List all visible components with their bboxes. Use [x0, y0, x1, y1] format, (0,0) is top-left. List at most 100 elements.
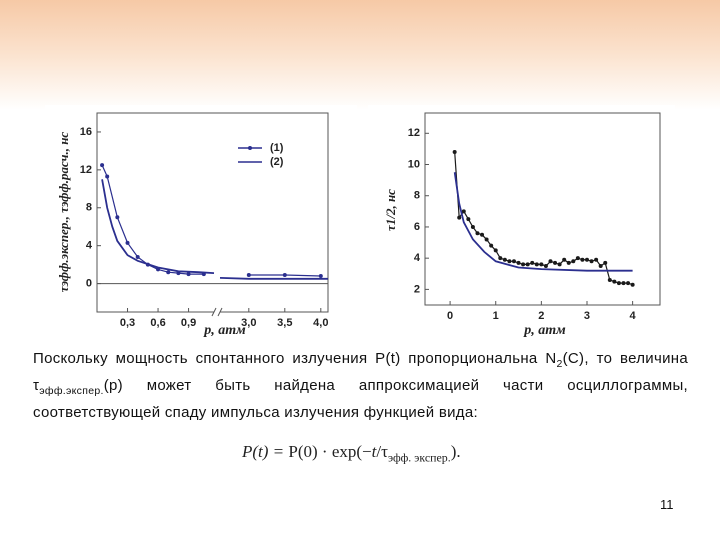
page-number: 11 [660, 497, 674, 512]
data-point [470, 224, 475, 229]
y-axis-label: τэфф.экспер., τэфф.расч., нс [56, 132, 71, 293]
data-point [484, 237, 489, 242]
legend-label: (1) [270, 142, 284, 154]
y-tick-label: 4 [414, 252, 421, 264]
text: (С), то величина τ [33, 350, 688, 394]
data-point [166, 270, 171, 275]
data-point [282, 273, 287, 278]
x-axis-label: p, атм [523, 323, 566, 338]
y-tick-label: 4 [86, 240, 93, 252]
x-tick-label: 0,3 [120, 317, 135, 329]
data-point [135, 255, 140, 260]
data-point [525, 262, 530, 267]
axis-break [214, 308, 220, 316]
data-point [575, 256, 580, 261]
y-tick-label: 8 [414, 190, 420, 202]
axis-break [211, 307, 223, 317]
data-point [186, 272, 191, 277]
x-tick-label: 1 [493, 310, 499, 322]
y-tick-label: 10 [408, 158, 420, 170]
data-point [318, 273, 323, 278]
data-point [543, 263, 548, 268]
data-point [626, 281, 631, 286]
data-point [594, 257, 599, 262]
data-point [616, 281, 621, 286]
y-tick-label: 12 [408, 127, 420, 139]
data-point [589, 259, 594, 264]
y-axis-label: τ1/2, нс [383, 189, 398, 231]
y-tick-label: 6 [414, 221, 420, 233]
data-point [566, 260, 571, 265]
data-point [603, 260, 608, 265]
data-point [115, 215, 120, 220]
text: /τ [376, 442, 388, 461]
y-tick-label: 8 [86, 202, 92, 214]
text: ). [450, 442, 461, 461]
data-point [516, 260, 521, 265]
text: t [371, 442, 377, 461]
data-point [598, 263, 603, 268]
data-point [475, 231, 480, 236]
data-point [246, 273, 251, 278]
series-line [101, 179, 328, 280]
data-point [502, 257, 507, 262]
data-point [580, 257, 585, 262]
y-tick-label: 16 [80, 126, 92, 138]
data-point [584, 257, 589, 262]
legend-label: (2) [270, 156, 284, 168]
data-point [630, 282, 635, 287]
x-tick-label: 0,6 [150, 317, 165, 329]
x-tick-label: 2 [538, 310, 544, 322]
x-tick-label: 3 [584, 310, 590, 322]
data-point [480, 232, 485, 237]
x-tick-label: 0,9 [181, 317, 196, 329]
header-band [0, 0, 720, 110]
x-tick-label: 4,0 [313, 317, 328, 329]
data-point [493, 248, 498, 253]
data-point [461, 209, 466, 214]
data-point [612, 279, 617, 284]
data-point [521, 262, 526, 267]
plot-frame [96, 112, 329, 313]
series-line [453, 172, 633, 272]
legend-marker [248, 146, 252, 150]
data-point [534, 262, 539, 267]
data-point [498, 256, 503, 261]
y-tick-label: 2 [414, 283, 420, 295]
data-point [100, 163, 105, 168]
data-point [553, 260, 558, 265]
data-point [562, 257, 567, 262]
data-point [125, 240, 130, 245]
data-point [452, 150, 457, 155]
data-point [548, 259, 553, 264]
data-point [507, 259, 512, 264]
x-tick-label: 3,0 [241, 317, 256, 329]
text: P(0) · exp(− [288, 442, 372, 461]
data-point [466, 217, 471, 222]
formula: P(t) = P(0) · exp(−t/τэфф. экспер.). [242, 442, 461, 465]
plot-frame [424, 112, 661, 306]
x-axis-label: p, атм [203, 323, 246, 338]
data-point [511, 259, 516, 264]
x-tick-label: 3,5 [277, 317, 292, 329]
x-tick-label: 4 [630, 310, 637, 322]
text: Поскольку мощность спонтанного излучения… [33, 350, 557, 367]
text: P(t) = [242, 442, 289, 461]
data-point [557, 262, 562, 267]
paragraph: Поскольку мощность спонтанного излучения… [33, 348, 688, 424]
y-tick-label: 12 [80, 164, 92, 176]
data-point [539, 262, 544, 267]
data-point [621, 281, 626, 286]
data-point [457, 215, 462, 220]
subscript: эфф. экспер. [387, 450, 451, 465]
chart-panel [45, 105, 357, 345]
data-point [571, 259, 576, 264]
data-point [530, 260, 535, 265]
text: (p) может быть найдена аппроксимацией ча… [33, 377, 688, 421]
series-line [454, 151, 633, 286]
subscript: 2 [556, 358, 563, 370]
subscript: эфф.экспер. [39, 385, 104, 397]
data-point [105, 174, 110, 179]
